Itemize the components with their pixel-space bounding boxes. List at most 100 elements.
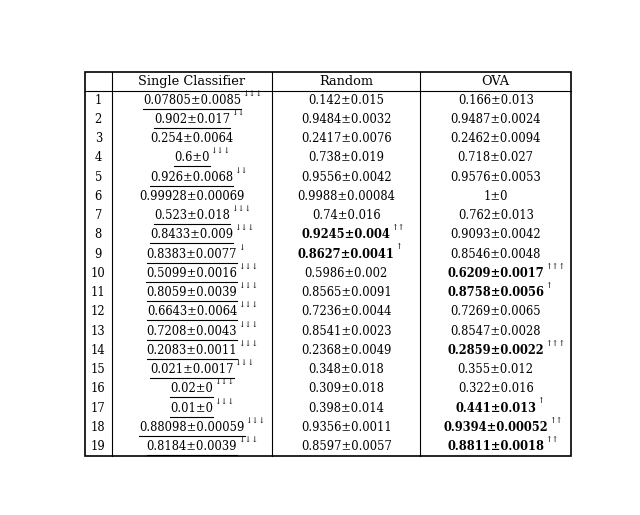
- Text: ↓↓↓: ↓↓↓: [238, 282, 259, 290]
- Text: 0.523±0.018: 0.523±0.018: [154, 209, 230, 222]
- Text: OVA: OVA: [482, 75, 509, 88]
- Text: 0.8597±0.0057: 0.8597±0.0057: [301, 440, 392, 453]
- Text: ↓↓↓: ↓↓↓: [238, 436, 259, 444]
- Text: 0.7236±0.0044: 0.7236±0.0044: [301, 305, 392, 318]
- Text: ↓↓↓: ↓↓↓: [242, 90, 262, 97]
- Text: 0.88098±0.00059: 0.88098±0.00059: [140, 421, 244, 434]
- Text: 12: 12: [91, 305, 106, 318]
- Text: ↑: ↑: [537, 398, 544, 405]
- Text: 0.142±0.015: 0.142±0.015: [308, 94, 384, 107]
- Text: 0.9487±0.0024: 0.9487±0.0024: [451, 113, 541, 126]
- Text: 0.2368±0.0049: 0.2368±0.0049: [301, 344, 392, 357]
- Text: 0.9576±0.0053: 0.9576±0.0053: [451, 170, 541, 184]
- Text: 1: 1: [95, 94, 102, 107]
- Text: 3: 3: [95, 132, 102, 145]
- Text: 0.7208±0.0043: 0.7208±0.0043: [147, 325, 237, 338]
- Text: 14: 14: [91, 344, 106, 357]
- Text: 0.6643±0.0064: 0.6643±0.0064: [147, 305, 237, 318]
- Text: 0.8383±0.0077: 0.8383±0.0077: [147, 248, 237, 261]
- Text: 0.021±0.0017: 0.021±0.0017: [150, 363, 234, 376]
- Text: 0.8433±0.009: 0.8433±0.009: [150, 229, 234, 242]
- Text: 0.9245±0.004: 0.9245±0.004: [302, 229, 390, 242]
- Text: 1±0: 1±0: [483, 190, 508, 203]
- Text: 0.2859±0.0022: 0.2859±0.0022: [447, 344, 544, 357]
- Text: Random: Random: [319, 75, 373, 88]
- Text: ↓↓↓: ↓↓↓: [238, 301, 259, 309]
- Text: ↓↓↓: ↓↓↓: [231, 205, 251, 213]
- Text: 0.2417±0.0076: 0.2417±0.0076: [301, 132, 392, 145]
- Text: 0.2462±0.0094: 0.2462±0.0094: [451, 132, 541, 145]
- Text: 13: 13: [91, 325, 106, 338]
- Text: 0.8547±0.0028: 0.8547±0.0028: [451, 325, 541, 338]
- Text: ↑: ↑: [396, 244, 403, 251]
- Text: 0.2083±0.0011: 0.2083±0.0011: [147, 344, 237, 357]
- Text: ↑↑: ↑↑: [392, 224, 405, 232]
- Text: 0.9556±0.0042: 0.9556±0.0042: [301, 170, 392, 184]
- Text: ↓↓↓: ↓↓↓: [211, 147, 231, 155]
- Text: 15: 15: [91, 363, 106, 376]
- Text: 0.7269±0.0065: 0.7269±0.0065: [451, 305, 541, 318]
- Text: 0.9356±0.0011: 0.9356±0.0011: [301, 421, 392, 434]
- Text: 0.07805±0.0085: 0.07805±0.0085: [143, 94, 241, 107]
- Text: 0.74±0.016: 0.74±0.016: [312, 209, 381, 222]
- Text: 6: 6: [95, 190, 102, 203]
- Text: 0.5099±0.0016: 0.5099±0.0016: [147, 267, 237, 280]
- Text: 0.9484±0.0032: 0.9484±0.0032: [301, 113, 392, 126]
- Text: 18: 18: [91, 421, 106, 434]
- Text: 4: 4: [95, 151, 102, 164]
- Text: 11: 11: [91, 286, 106, 299]
- Text: ↓↓↓: ↓↓↓: [238, 263, 259, 271]
- Text: ↓↓: ↓↓: [231, 109, 244, 117]
- Text: 10: 10: [91, 267, 106, 280]
- Text: 5: 5: [95, 170, 102, 184]
- Text: 0.6±0: 0.6±0: [174, 151, 210, 164]
- Text: 0.02±0: 0.02±0: [170, 383, 213, 396]
- Text: ↓↓↓: ↓↓↓: [246, 417, 266, 425]
- Text: ↓↓: ↓↓: [234, 166, 248, 175]
- Text: ↑↑↑: ↑↑↑: [545, 340, 565, 348]
- Text: 0.254±0.0064: 0.254±0.0064: [150, 132, 234, 145]
- Text: 0.738±0.019: 0.738±0.019: [308, 151, 384, 164]
- Text: 0.8546±0.0048: 0.8546±0.0048: [451, 248, 541, 261]
- Text: 0.9394±0.00052: 0.9394±0.00052: [444, 421, 548, 434]
- Text: 0.8811±0.0018: 0.8811±0.0018: [447, 440, 544, 453]
- Text: 0.309±0.018: 0.309±0.018: [308, 383, 384, 396]
- Text: 0.718±0.027: 0.718±0.027: [458, 151, 534, 164]
- Text: 17: 17: [91, 402, 106, 415]
- Text: 0.441±0.013: 0.441±0.013: [455, 402, 536, 415]
- Text: ↑↑: ↑↑: [549, 417, 563, 425]
- Text: 0.398±0.014: 0.398±0.014: [308, 402, 384, 415]
- Text: 0.99928±0.00069: 0.99928±0.00069: [140, 190, 244, 203]
- Text: 0.6209±0.0017: 0.6209±0.0017: [447, 267, 544, 280]
- Text: ↓↓↓: ↓↓↓: [214, 378, 235, 386]
- Text: 16: 16: [91, 383, 106, 396]
- Text: 0.01±0: 0.01±0: [170, 402, 213, 415]
- Text: 0.322±0.016: 0.322±0.016: [458, 383, 534, 396]
- Text: 0.5986±0.002: 0.5986±0.002: [305, 267, 388, 280]
- Text: 0.8758±0.0056: 0.8758±0.0056: [447, 286, 544, 299]
- Text: ↓↓↓: ↓↓↓: [238, 340, 259, 348]
- Text: ↑↑: ↑↑: [545, 436, 559, 444]
- Text: 2: 2: [95, 113, 102, 126]
- Text: Single Classifier: Single Classifier: [138, 75, 246, 88]
- Text: 0.8541±0.0023: 0.8541±0.0023: [301, 325, 392, 338]
- Text: 0.9988±0.00084: 0.9988±0.00084: [298, 190, 395, 203]
- Text: 0.926±0.0068: 0.926±0.0068: [150, 170, 234, 184]
- Text: 0.8627±0.0041: 0.8627±0.0041: [298, 248, 395, 261]
- Text: 8: 8: [95, 229, 102, 242]
- Text: ↓↓↓: ↓↓↓: [214, 398, 235, 405]
- Text: 0.9093±0.0042: 0.9093±0.0042: [451, 229, 541, 242]
- Text: 0.762±0.013: 0.762±0.013: [458, 209, 534, 222]
- Text: 19: 19: [91, 440, 106, 453]
- Text: 0.8059±0.0039: 0.8059±0.0039: [147, 286, 237, 299]
- Text: ↓↓↓: ↓↓↓: [238, 320, 259, 329]
- Text: ↓↓↓: ↓↓↓: [235, 359, 255, 367]
- Text: ↑: ↑: [545, 282, 552, 290]
- Text: ↓: ↓: [238, 244, 245, 251]
- Text: 0.902±0.017: 0.902±0.017: [154, 113, 230, 126]
- Text: 0.166±0.013: 0.166±0.013: [458, 94, 534, 107]
- Text: 0.8565±0.0091: 0.8565±0.0091: [301, 286, 392, 299]
- Text: 0.8184±0.0039: 0.8184±0.0039: [147, 440, 237, 453]
- Text: 9: 9: [95, 248, 102, 261]
- Text: 0.348±0.018: 0.348±0.018: [308, 363, 384, 376]
